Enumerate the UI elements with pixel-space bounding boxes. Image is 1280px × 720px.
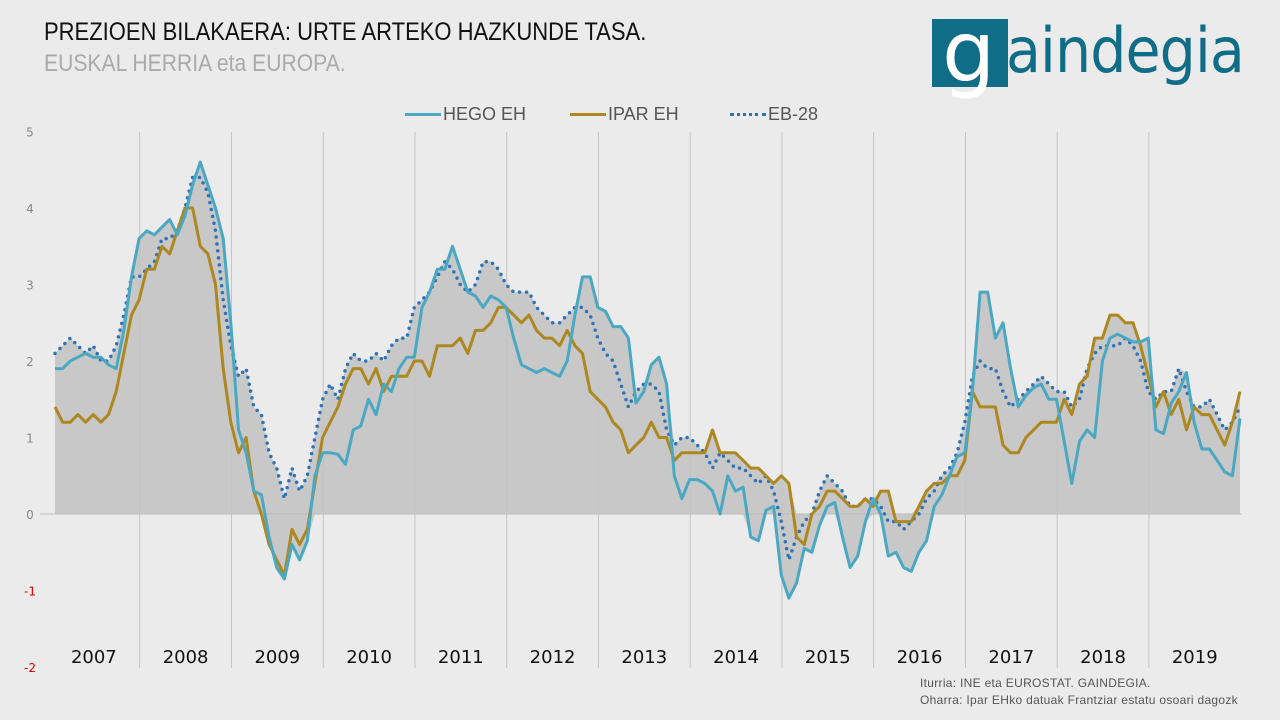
x-tick-label: 2010 [346, 647, 392, 668]
y-tick-label: 4 [26, 202, 34, 216]
legend-item-hego-eh: HEGO EH [405, 104, 526, 125]
x-tick-label: 2011 [438, 647, 484, 668]
x-tick-label: 2019 [1172, 647, 1218, 668]
legend-label: EB-28 [768, 104, 819, 124]
chart-subtitle: EUSKAL HERRIA eta EUROPA. [44, 50, 346, 77]
legend-swatch [405, 113, 441, 116]
legend-swatch [730, 113, 766, 116]
y-tick-label: 3 [26, 279, 34, 293]
legend-label: IPAR EH [608, 104, 679, 124]
series-line-eb-28 [53, 175, 1242, 562]
logo-box: g [932, 3, 1008, 101]
legend-swatch [570, 113, 606, 116]
x-tick-label: 2013 [621, 647, 667, 668]
y-tick-label: 2 [26, 355, 34, 369]
x-tick-label: 2012 [530, 647, 576, 668]
x-tick-label: 2008 [163, 647, 209, 668]
x-tick-label: 2009 [254, 647, 300, 668]
legend-label: HEGO EH [443, 104, 527, 124]
y-tick-label: 0 [26, 508, 34, 522]
gaindegia-logo: g aindegia [932, 3, 1245, 104]
x-tick-label: 2017 [988, 647, 1034, 668]
legend-item-eb-28: EB-28 [730, 104, 818, 125]
x-tick-label: 2016 [897, 647, 943, 668]
x-tick-label: 2018 [1080, 647, 1126, 668]
x-tick-label: 2015 [805, 647, 851, 668]
x-tick-label: 2014 [713, 647, 759, 668]
footnote: Oharra: Ipar EHko datuak Frantziar estat… [920, 693, 1238, 707]
y-tick-label: -2 [24, 661, 36, 675]
source-note: Iturria: INE eta EUROSTAT. GAINDEGIA. [920, 676, 1151, 690]
series-line-hego-eh [55, 160, 1242, 600]
legend-item-ipar-eh: IPAR EH [570, 104, 679, 125]
x-tick-label: 2007 [71, 647, 117, 668]
chart-title: PREZIOEN BILAKAERA: URTE ARTEKO HAZKUNDE… [44, 18, 647, 46]
y-tick-label: 5 [26, 126, 34, 140]
legend: HEGO EH IPAR EH EB-28 [0, 104, 1280, 128]
y-tick-label: -1 [24, 585, 36, 599]
y-tick-label: 1 [26, 432, 34, 446]
